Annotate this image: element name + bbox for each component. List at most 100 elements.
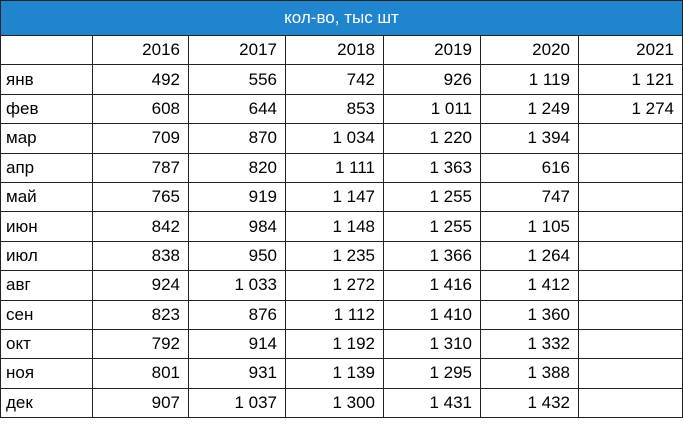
cell — [578, 387, 683, 419]
data-row: дек 907 1 037 1 300 1 431 1 432 — [0, 387, 683, 419]
title-row: кол-во, тыс шт — [0, 0, 683, 36]
cell: 2016 — [92, 34, 189, 66]
cell: 1 235 — [285, 240, 384, 272]
cell: 823 — [92, 299, 189, 330]
cell: 1 037 — [188, 387, 286, 419]
row-label — [0, 34, 93, 66]
row-label: апр — [0, 152, 93, 183]
data-row: окт 792 914 1 192 1 310 1 332 — [0, 328, 683, 360]
cell: 1 431 — [383, 387, 481, 419]
cell: 984 — [188, 211, 286, 242]
row-label: сен — [0, 299, 93, 330]
cell: 1 034 — [285, 123, 384, 154]
row-label: дек — [0, 387, 93, 419]
cell: 870 — [188, 123, 286, 154]
cell: 801 — [92, 358, 189, 389]
cell: 931 — [188, 358, 286, 389]
cell: 709 — [92, 123, 189, 154]
cell: 2018 — [285, 34, 384, 66]
cell: 1 363 — [383, 152, 481, 183]
row-label: июн — [0, 211, 93, 242]
cell — [578, 123, 683, 154]
row-label: июл — [0, 240, 93, 272]
cell — [578, 181, 683, 213]
cell: 1 300 — [285, 387, 384, 419]
cell: 1 264 — [480, 240, 579, 272]
cell: 1 105 — [480, 211, 579, 242]
data-row: апр 787 820 1 111 1 363 616 — [0, 152, 683, 183]
table-title: кол-во, тыс шт — [0, 0, 683, 36]
cell: 820 — [188, 152, 286, 183]
data-table: кол-во, тыс шт 2016 2017 2018 2019 2020 2021 я… — [0, 0, 683, 419]
data-row: фев 608 644 853 1 011 1 249 1 274 — [0, 93, 683, 125]
cell: 1 255 — [383, 181, 481, 213]
cell: 919 — [188, 181, 286, 213]
cell: 1 192 — [285, 328, 384, 360]
cell: 1 360 — [480, 299, 579, 330]
cell: 1 111 — [285, 152, 384, 183]
header-row: 2016 2017 2018 2019 2020 2021 — [0, 34, 683, 66]
cell: 838 — [92, 240, 189, 272]
row-label: ноя — [0, 358, 93, 389]
row-label: окт — [0, 328, 93, 360]
row-label: мар — [0, 123, 93, 154]
cell: 1 011 — [383, 93, 481, 125]
row-label: авг — [0, 270, 93, 301]
data-row: мар 709 870 1 034 1 220 1 394 — [0, 123, 683, 154]
row-label: фев — [0, 93, 93, 125]
data-row: сен 823 876 1 112 1 410 1 360 — [0, 299, 683, 330]
data-row: июл 838 950 1 235 1 366 1 264 — [0, 240, 683, 272]
row-label: май — [0, 181, 93, 213]
cell: 1 432 — [480, 387, 579, 419]
data-row: май 765 919 1 147 1 255 747 — [0, 181, 683, 213]
cell: 1 332 — [480, 328, 579, 360]
cell: 1 272 — [285, 270, 384, 301]
cell: 1 033 — [188, 270, 286, 301]
cell: 742 — [285, 64, 384, 95]
cell: 1 416 — [383, 270, 481, 301]
cell — [578, 299, 683, 330]
cell: 1 249 — [480, 93, 579, 125]
cell: 1 147 — [285, 181, 384, 213]
cell: 1 220 — [383, 123, 481, 154]
cell: 616 — [480, 152, 579, 183]
cell: 1 366 — [383, 240, 481, 272]
cell: 853 — [285, 93, 384, 125]
cell — [578, 211, 683, 242]
table-body: кол-во, тыс шт 2016 2017 2018 2019 2020 2021 я… — [0, 0, 683, 419]
cell: 2020 — [480, 34, 579, 66]
cell: 950 — [188, 240, 286, 272]
cell: 1 412 — [480, 270, 579, 301]
cell: 1 112 — [285, 299, 384, 330]
cell — [578, 152, 683, 183]
data-row: янв 492 556 742 926 1 119 1 121 — [0, 64, 683, 95]
row-label: янв — [0, 64, 93, 95]
data-row: авг 924 1 033 1 272 1 416 1 412 — [0, 270, 683, 301]
cell: 1 119 — [480, 64, 579, 95]
cell: 1 148 — [285, 211, 384, 242]
cell: 924 — [92, 270, 189, 301]
cell: 492 — [92, 64, 189, 95]
cell: 907 — [92, 387, 189, 419]
cell: 1 295 — [383, 358, 481, 389]
cell: 1 410 — [383, 299, 481, 330]
data-row: июн 842 984 1 148 1 255 1 105 — [0, 211, 683, 242]
cell: 2017 — [188, 34, 286, 66]
cell: 1 394 — [480, 123, 579, 154]
cell: 842 — [92, 211, 189, 242]
cell: 914 — [188, 328, 286, 360]
cell — [578, 270, 683, 301]
cell: 765 — [92, 181, 189, 213]
cell: 644 — [188, 93, 286, 125]
data-row: ноя 801 931 1 139 1 295 1 388 — [0, 358, 683, 389]
cell — [578, 240, 683, 272]
cell: 2019 — [383, 34, 481, 66]
cell: 876 — [188, 299, 286, 330]
cell: 787 — [92, 152, 189, 183]
cell: 608 — [92, 93, 189, 125]
cell: 747 — [480, 181, 579, 213]
cell: 1 255 — [383, 211, 481, 242]
cell — [578, 328, 683, 360]
cell: 1 274 — [578, 93, 683, 125]
